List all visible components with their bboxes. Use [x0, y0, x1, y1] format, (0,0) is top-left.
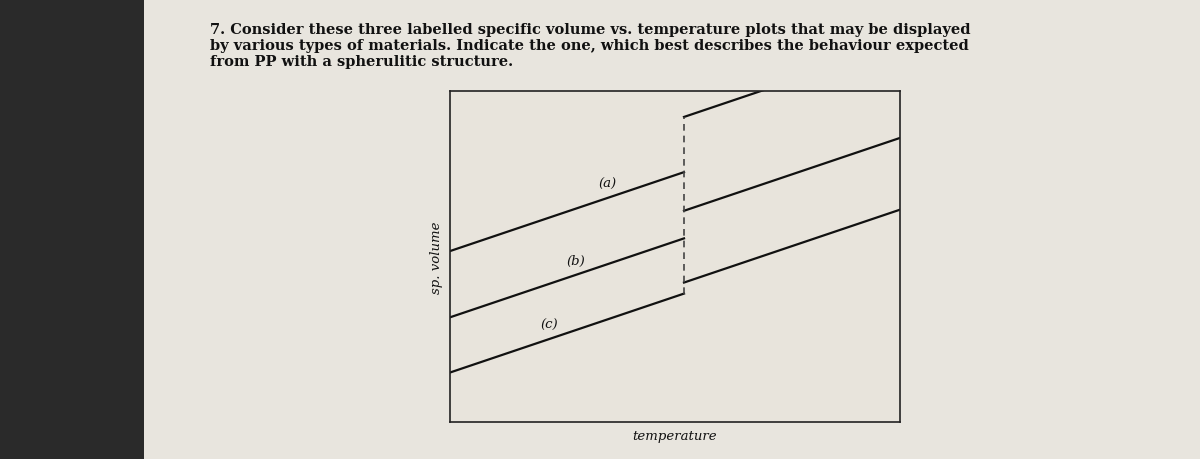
Y-axis label: sp. volume: sp. volume — [430, 221, 443, 293]
Bar — [144, 0, 1200, 459]
Text: (a): (a) — [599, 177, 617, 190]
Text: (c): (c) — [540, 318, 558, 331]
X-axis label: temperature: temperature — [632, 429, 718, 442]
Text: 7. Consider these three labelled specific volume vs. temperature plots that may : 7. Consider these three labelled specifi… — [210, 23, 971, 69]
Text: (b): (b) — [566, 254, 586, 267]
